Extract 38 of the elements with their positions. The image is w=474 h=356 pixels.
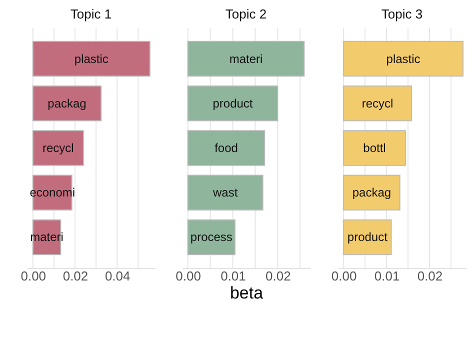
category-label: food xyxy=(214,141,238,155)
category-label: packag xyxy=(48,96,86,110)
bar xyxy=(343,40,464,77)
category-label: plastic xyxy=(386,52,420,66)
x-tick-label: 0.04 xyxy=(104,268,130,284)
bar xyxy=(187,174,264,211)
bar xyxy=(187,85,278,122)
x-tick-label: 0.02 xyxy=(62,268,88,284)
chart-title: Topic 2 xyxy=(225,6,267,22)
category-label: recycl xyxy=(362,96,394,110)
x-axis-title: beta xyxy=(230,284,264,302)
bar xyxy=(32,40,150,77)
bar xyxy=(32,130,84,166)
category-label: product xyxy=(347,230,388,244)
category-label: wast xyxy=(212,186,238,200)
x-tick-label: 0.00 xyxy=(20,268,46,284)
x-tick-label: 0.02 xyxy=(417,268,443,284)
category-label: recycl xyxy=(42,141,74,155)
category-label: materi xyxy=(229,52,263,66)
category-label: process xyxy=(190,230,232,244)
x-tick-label: 0.02 xyxy=(266,268,291,284)
category-label: packag xyxy=(352,186,392,200)
category-label: product xyxy=(212,96,253,110)
x-tick-label: 0.01 xyxy=(374,268,400,284)
chart-title: Topic 3 xyxy=(381,6,423,22)
category-label: plastic xyxy=(74,52,108,66)
x-tick-label: 0.01 xyxy=(220,268,246,284)
bar xyxy=(187,40,305,77)
chart-title: Topic 1 xyxy=(70,6,112,22)
bar xyxy=(187,130,266,166)
category-label: bottl xyxy=(363,141,386,155)
x-tick-label: 0.00 xyxy=(176,268,201,284)
x-tick-label: 0.00 xyxy=(331,268,357,284)
bar xyxy=(32,85,102,122)
bar xyxy=(343,174,400,211)
bar xyxy=(343,85,412,122)
bar xyxy=(343,219,392,256)
bar xyxy=(343,130,406,166)
